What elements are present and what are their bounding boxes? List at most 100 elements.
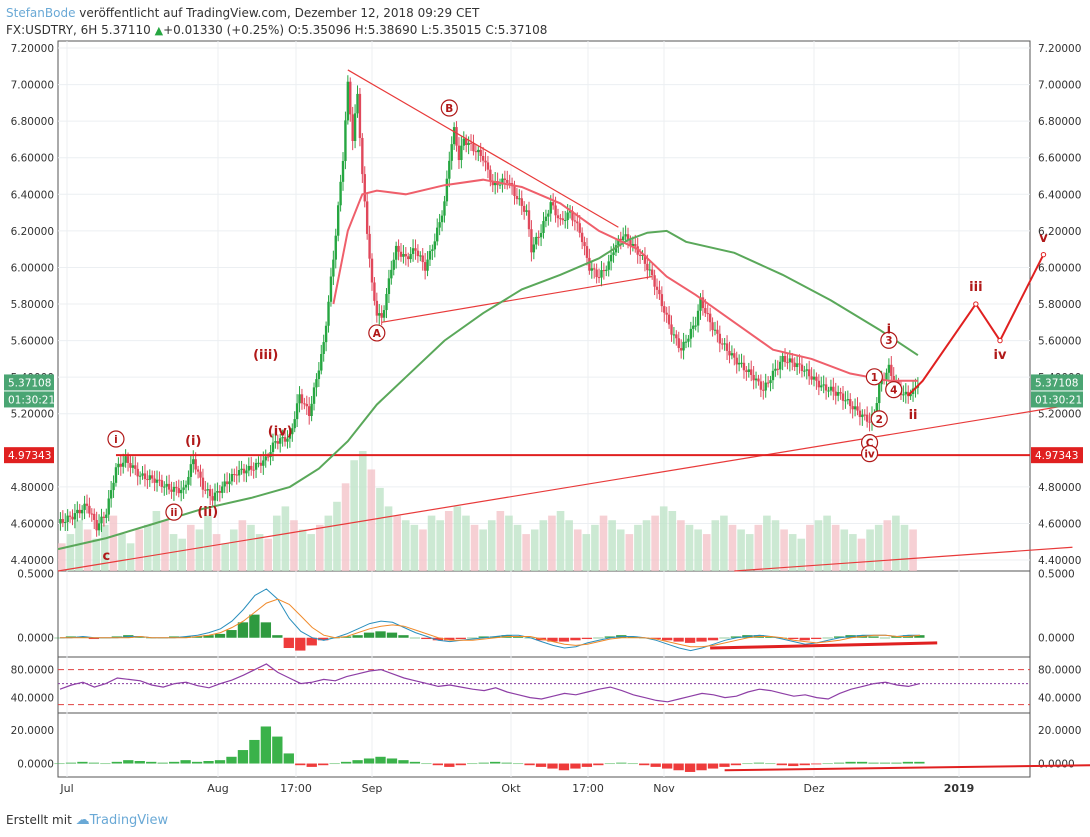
momentum-bar	[914, 761, 925, 764]
macd-hist-bar	[134, 636, 145, 638]
wave-label-circle	[880, 331, 898, 349]
volume-bar	[909, 529, 917, 571]
volume-bar	[780, 529, 788, 571]
momentum-bar	[776, 763, 787, 766]
candle-body	[153, 478, 156, 483]
momentum-bar	[673, 763, 684, 771]
y-tick-label-left: 7.20000	[11, 43, 54, 55]
tradingview-logo[interactable]: TradingView	[89, 813, 169, 828]
candle-body	[863, 414, 866, 416]
volume-bar	[659, 506, 668, 571]
y-tick-label-left: 5.60000	[11, 336, 54, 348]
candle-body	[774, 368, 777, 371]
candle-body	[334, 235, 337, 260]
candle-body	[385, 293, 388, 311]
candle-body	[240, 468, 243, 471]
candle-body	[163, 486, 166, 488]
volume-bar	[823, 515, 831, 571]
volume-bar	[857, 538, 866, 571]
candle-body	[107, 498, 110, 515]
candle-body	[735, 357, 738, 365]
candle-body	[559, 218, 562, 220]
volume-bar	[109, 515, 118, 571]
candle-body	[593, 268, 596, 270]
wave-label: 3	[885, 335, 892, 347]
macd-hist-bar	[191, 636, 203, 638]
momentum-divergence-line	[724, 764, 1090, 772]
candle-body	[829, 386, 833, 391]
candle-body	[561, 218, 565, 221]
candle-body	[641, 255, 644, 257]
volume-bar	[83, 529, 92, 571]
candle-body	[131, 465, 135, 468]
candle-body	[824, 384, 828, 391]
candle-body	[349, 81, 352, 115]
candle-body	[723, 343, 726, 345]
candle-body	[812, 376, 816, 380]
candle-body	[595, 269, 598, 278]
candle-body	[460, 145, 463, 161]
wave-label-circle	[860, 445, 879, 463]
momentum-bar	[570, 763, 581, 769]
candle-body	[407, 256, 410, 260]
candle-body	[213, 492, 217, 501]
candle-body	[247, 465, 251, 471]
macd-hist-bar	[295, 637, 306, 651]
volume-bar	[272, 515, 281, 571]
momentum-bar	[661, 763, 673, 769]
candle-body	[800, 364, 804, 372]
published-text: veröffentlicht auf TradingView.com, Deze…	[79, 6, 480, 20]
volume-bar	[479, 529, 487, 571]
candle-body	[317, 370, 321, 380]
symbol-text[interactable]: FX:USDTRY, 6H	[6, 23, 98, 37]
candle-body	[684, 341, 688, 343]
candle-body	[527, 210, 531, 230]
projection-point	[997, 337, 1003, 344]
candle-body	[491, 181, 494, 186]
momentum-bar	[696, 763, 707, 771]
macd-hist-bar	[77, 636, 88, 638]
candle-body	[411, 248, 415, 254]
candle-body	[448, 160, 451, 179]
macd-signal-line	[60, 598, 920, 648]
macd-hist-bar	[375, 631, 386, 638]
volume-bar	[582, 534, 591, 571]
candle-body	[904, 391, 907, 395]
volume-bar	[513, 524, 522, 571]
candle-body	[532, 244, 536, 253]
candle-body	[479, 149, 482, 156]
volume-bar	[470, 524, 479, 571]
candle-body	[66, 515, 69, 523]
candle-body	[474, 151, 478, 153]
candle-body	[361, 137, 364, 175]
candle-body	[841, 393, 845, 401]
candle-body	[264, 456, 267, 461]
author-link[interactable]: StefanBode	[6, 6, 76, 20]
volume-bar	[711, 520, 720, 571]
macd-hist-bar	[363, 632, 375, 638]
macd-hist-bar	[730, 636, 742, 638]
momentum-bar	[203, 761, 214, 764]
candle-body	[742, 362, 746, 371]
candle-body	[747, 369, 750, 372]
candle-body	[187, 476, 190, 485]
candle-body	[556, 215, 560, 219]
volume-bar	[797, 538, 806, 571]
volume-bar	[522, 534, 530, 571]
current-price-label-left-bg	[4, 374, 54, 391]
candle-body	[807, 369, 811, 377]
candle-body	[339, 181, 342, 206]
candle-body	[457, 145, 461, 161]
candle-body	[619, 238, 622, 241]
volume-bar	[883, 520, 892, 571]
candle-body	[786, 362, 789, 364]
volume-bar	[367, 469, 376, 571]
momentum-bar	[432, 763, 444, 766]
volume-bar	[763, 515, 771, 571]
candle-body	[71, 516, 74, 520]
candle-body	[887, 364, 891, 373]
volume-bar	[58, 543, 66, 571]
macd-hist-bar	[558, 637, 570, 642]
candle-body	[324, 325, 328, 343]
